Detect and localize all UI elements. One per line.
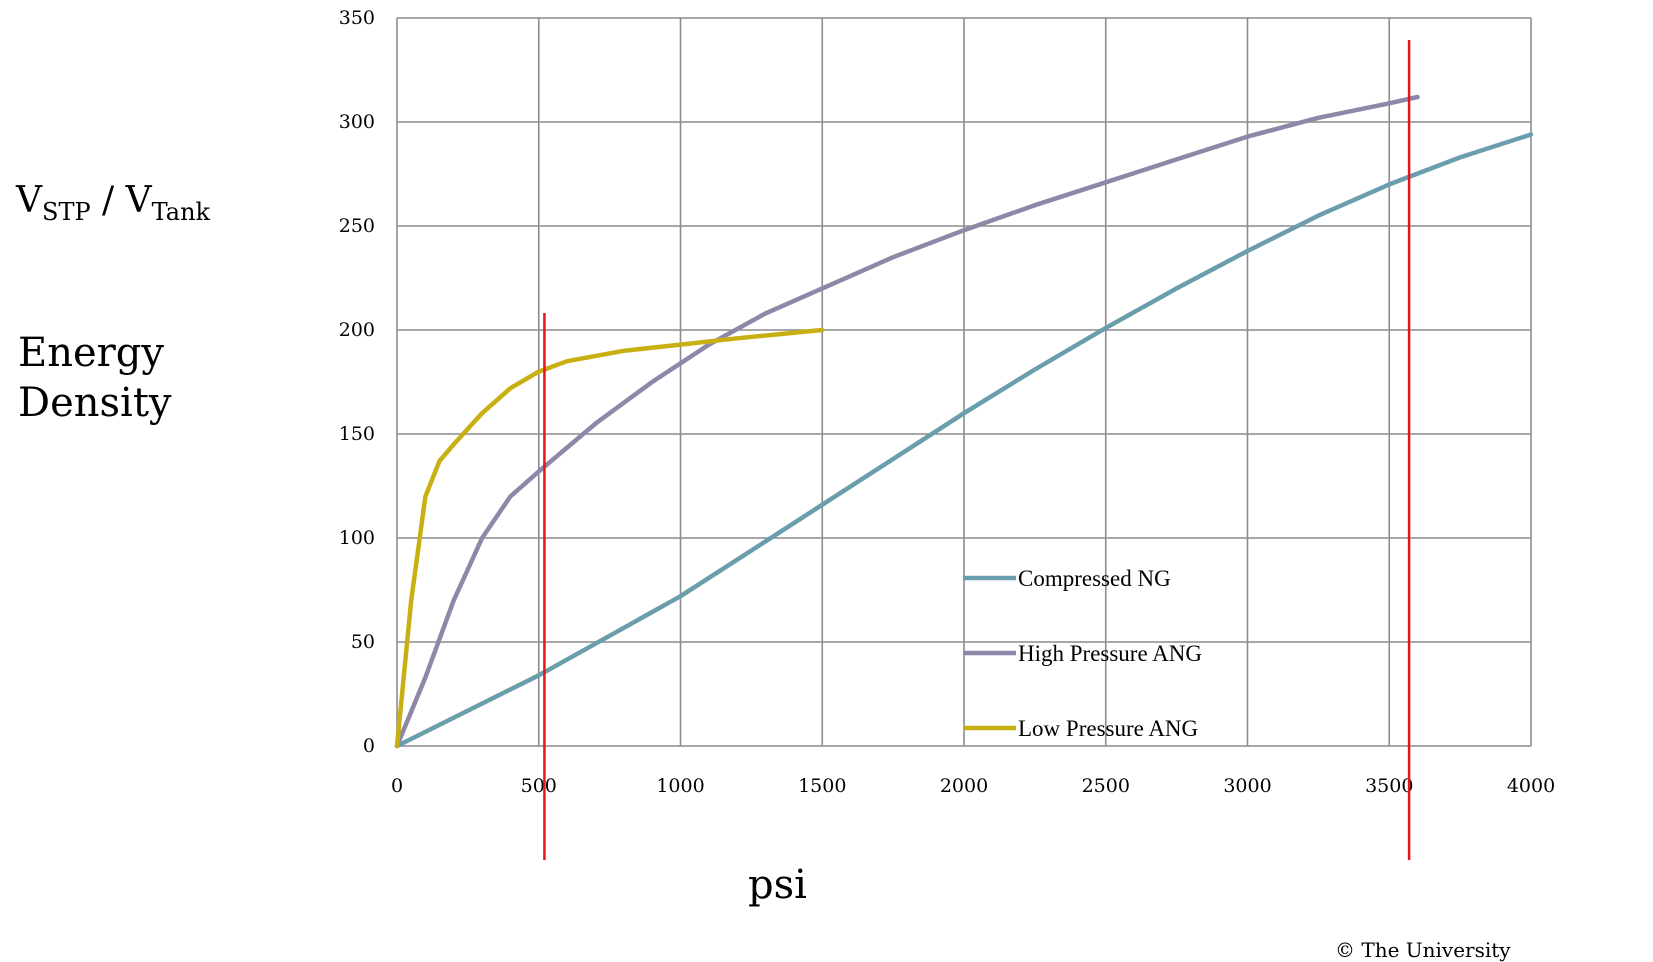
- legend: Compressed NG High Pressure ANG Low Pressu…: [963, 566, 1202, 741]
- y-tick-label: 200: [339, 319, 375, 341]
- x-axis-label: psi: [748, 862, 807, 908]
- series-line-high-pressure-ang: [394, 94, 1420, 749]
- x-tick-label: 3500: [1365, 775, 1413, 797]
- copyright-text: © The University: [1335, 938, 1511, 962]
- series-line-compressed-ng: [394, 132, 1534, 749]
- x-tick-label: 1000: [656, 775, 704, 797]
- reference-lines: [543, 40, 1411, 860]
- x-tick-label: 3000: [1223, 775, 1271, 797]
- y-tick-label: 350: [339, 7, 375, 29]
- series-lines: [394, 94, 1534, 749]
- x-tick-label: 2000: [940, 775, 988, 797]
- y-tick-label: 0: [363, 735, 375, 757]
- x-tick-label: 500: [521, 775, 557, 797]
- grid: [396, 17, 1532, 747]
- y-axis-label: VSTP / VTank: [16, 180, 211, 226]
- y-tick-labels: 0 50 100 150 200 250 300 350: [339, 7, 375, 757]
- y-tick-label: 150: [339, 423, 375, 445]
- y-axis-label-energy-density: Energy Density: [18, 330, 172, 426]
- y-tick-label: 100: [339, 527, 375, 549]
- y-tick-label: 250: [339, 215, 375, 237]
- x-tick-labels: 0 500 1000 1500 2000 2500 3000 3500 4000: [391, 775, 1555, 797]
- x-tick-label: 4000: [1507, 775, 1555, 797]
- x-tick-label: 1500: [798, 775, 846, 797]
- series-line-low-pressure-ang: [394, 327, 825, 749]
- y-tick-label: 50: [351, 631, 375, 653]
- y-tick-label: 300: [339, 111, 375, 133]
- legend-label: High Pressure ANG: [1018, 641, 1202, 666]
- x-tick-label: 2500: [1082, 775, 1130, 797]
- x-tick-label: 0: [391, 775, 403, 797]
- legend-label: Compressed NG: [1018, 566, 1171, 591]
- legend-label: Low Pressure ANG: [1018, 716, 1198, 741]
